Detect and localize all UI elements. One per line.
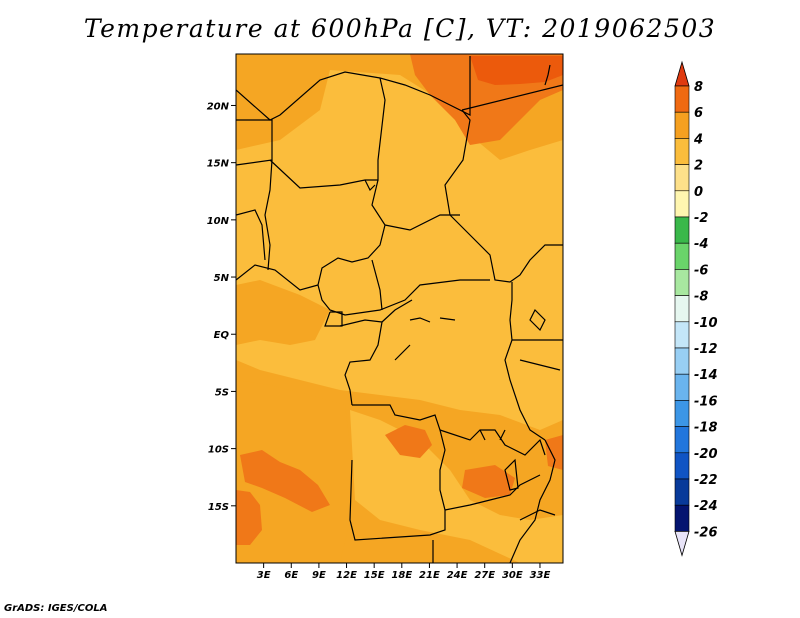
colorbar-label: -2 (694, 211, 708, 226)
warm-6-8-region-northeast (470, 56, 563, 85)
warm-0-2-region (236, 70, 563, 430)
colorbar-swatch (674, 85, 690, 113)
colorbar-bottom-triangle (674, 531, 690, 557)
colorbar-swatch (674, 426, 690, 454)
colorbar-swatch (674, 478, 690, 506)
x-axis: 3E 6E 9E 12E 15E 18E 21E 24E 27E 30E 33E (257, 563, 551, 581)
colorbar-label: -4 (694, 237, 708, 252)
colorbar-label: -16 (694, 394, 718, 409)
colorbar-swatch (674, 111, 690, 139)
colorbar-swatch (674, 373, 690, 401)
x-tick-label: 27E (474, 570, 495, 581)
y-tick-label: 20N (207, 101, 230, 112)
colorbar-swatch (674, 295, 690, 323)
colorbar-swatch (674, 347, 690, 375)
warm-4-6-region-angola (385, 425, 432, 458)
colorbar-swatch (674, 190, 690, 218)
colorbar-swatch (674, 321, 690, 349)
colorbar-label: 6 (694, 106, 703, 121)
y-tick-label: 5S (215, 387, 229, 398)
x-tick-label: 33E (530, 570, 551, 581)
colorbar-swatch (674, 504, 690, 532)
colorbar-label: -20 (694, 447, 718, 462)
colorbar-label: -10 (694, 316, 718, 331)
colorbar-label: -26 (694, 525, 718, 540)
warm-4-6-region-zambia (462, 465, 515, 498)
x-tick-label: 12E (336, 570, 357, 581)
colorbar-swatch (674, 138, 690, 165)
colorbar-label: -14 (694, 368, 718, 383)
colorbar-swatch (674, 242, 690, 270)
x-tick-label: 24E (447, 570, 468, 581)
map-frame (235, 53, 564, 564)
country-borders (236, 56, 563, 563)
colorbar-top-triangle (674, 60, 690, 87)
warm-4-6-patch-east (545, 435, 563, 470)
x-tick-label: 21E (419, 570, 440, 581)
colorbar-label: 2 (694, 159, 703, 174)
colorbar-swatch (674, 269, 690, 296)
colorbar-label: 8 (694, 80, 703, 95)
x-tick-label: 6E (284, 570, 298, 581)
colorbar-label: -24 (694, 499, 718, 514)
x-tick-label: 3E (257, 570, 271, 581)
colorbar-swatch (674, 216, 690, 244)
colorbar-swatch (674, 452, 690, 480)
colorbar-label: 0 (694, 185, 703, 200)
colorbar-label: -6 (694, 263, 708, 278)
warm-2-4-region-west (236, 280, 330, 345)
y-tick-label: EQ (214, 330, 230, 341)
colorbar-swatch (674, 164, 690, 192)
x-tick-label: 15E (364, 570, 385, 581)
x-tick-label: 9E (312, 570, 326, 581)
colorbar-label: -22 (694, 473, 718, 488)
colorbar-label: -8 (694, 290, 708, 305)
colorbar: 8 6 4 2 0 -2 -4 -6 -8 -10 -12 -14 -16 -18 -20 -22 -24 -26 (674, 60, 718, 557)
y-tick-label: 15N (207, 159, 230, 170)
colorbar-label: -18 (694, 421, 718, 436)
grads-credit: GrADS: IGES/COLA (4, 603, 108, 614)
colorbar-swatch (674, 400, 690, 427)
x-tick-label: 18E (391, 570, 412, 581)
x-tick-label: 30E (502, 570, 523, 581)
page-title: Temperature at 600hPa [C], VT: 201906250… (83, 14, 717, 43)
colorbar-label: -12 (694, 342, 718, 357)
y-tick-label: 10N (207, 216, 230, 227)
y-axis: 20N 15N 10N 5N EQ 5S 10S 15S (207, 101, 236, 513)
warm-4-6-region-sw-coast (236, 490, 262, 545)
temperature-field (236, 54, 563, 563)
y-tick-label: 15S (208, 502, 229, 513)
y-tick-label: 5N (214, 273, 230, 284)
warm-4-6-region-southwest (240, 450, 330, 512)
y-tick-label: 10S (208, 445, 229, 456)
colorbar-label: 4 (693, 132, 703, 147)
